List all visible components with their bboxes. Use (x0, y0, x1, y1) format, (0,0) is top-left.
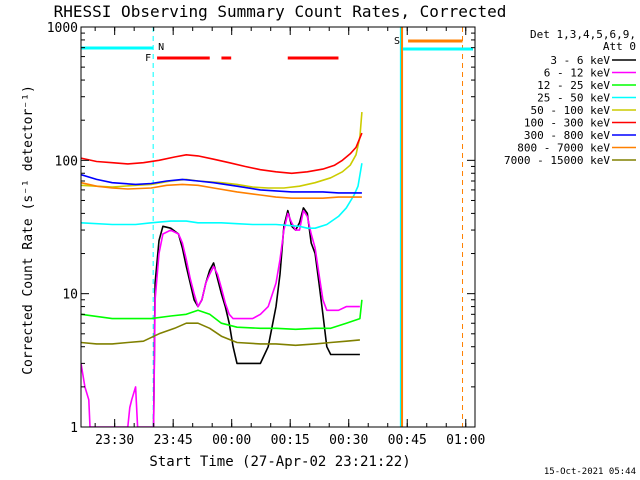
timestamp: 15-Oct-2021 05:44 (544, 467, 636, 477)
legend-label: 3 - 6 keV (550, 54, 610, 67)
series-line-12-25kev (81, 299, 363, 331)
y-tick-label: 1 (70, 421, 78, 436)
legend-label: 25 - 50 keV (537, 92, 610, 105)
legend-header-line: Att 0 (603, 40, 636, 53)
y-axis-label: Corrected Count Rate (s⁻¹ detector⁻¹) (21, 85, 36, 375)
series-line-25-50kev (81, 163, 363, 229)
legend-label: 300 - 800 keV (524, 129, 610, 142)
x-tick-label: 23:45 (154, 433, 193, 448)
series-line-800-7000kev (81, 181, 362, 199)
series-line-7000-15000kev (81, 322, 360, 347)
x-tick-label: 01:00 (446, 433, 485, 448)
legend-header-line: Det 1,3,4,5,6,9, (530, 28, 636, 41)
legend-label: 12 - 25 keV (537, 79, 610, 92)
chart-title: RHESSI Observing Summary Count Rates, Co… (54, 2, 507, 21)
legend-label: 800 - 7000 keV (517, 142, 610, 155)
night-flag-label: N (158, 42, 164, 53)
y-tick-label: 1000 (47, 21, 78, 36)
observing-flags: N S F (81, 27, 473, 427)
saa-flag-label: S (394, 36, 400, 47)
legend-label: 6 - 12 keV (544, 67, 611, 80)
y-axis: 1 10 100 1000 (47, 21, 475, 436)
series-line-300-800kev (81, 173, 362, 194)
y-tick-label: 10 (62, 288, 78, 303)
x-tick-label: 00:30 (329, 433, 368, 448)
data-series (81, 112, 363, 427)
x-tick-label: 00:45 (388, 433, 427, 448)
x-tick-label: 23:30 (95, 433, 134, 448)
x-tick-label: 00:00 (212, 433, 251, 448)
legend-label: 7000 - 15000 keV (504, 154, 610, 167)
legend-label: 50 - 100 keV (531, 104, 611, 117)
series-line-3-6kev (152, 207, 360, 427)
plot-frame (80, 26, 476, 428)
x-tick-label: 00:15 (271, 433, 310, 448)
x-axis: 23:30 23:45 00:00 00:15 00:30 00:45 01:00 (94, 27, 485, 448)
y-tick-label: 100 (55, 154, 78, 169)
series-line-50-100kev (81, 112, 363, 189)
series-line-6-12kev (81, 209, 360, 427)
series-line-100-300kev (81, 132, 363, 175)
x-axis-label: Start Time (27-Apr-02 23:21:22) (149, 454, 410, 470)
legend-label: 100 - 300 keV (524, 117, 610, 130)
flare-flag-label: F (145, 53, 151, 64)
